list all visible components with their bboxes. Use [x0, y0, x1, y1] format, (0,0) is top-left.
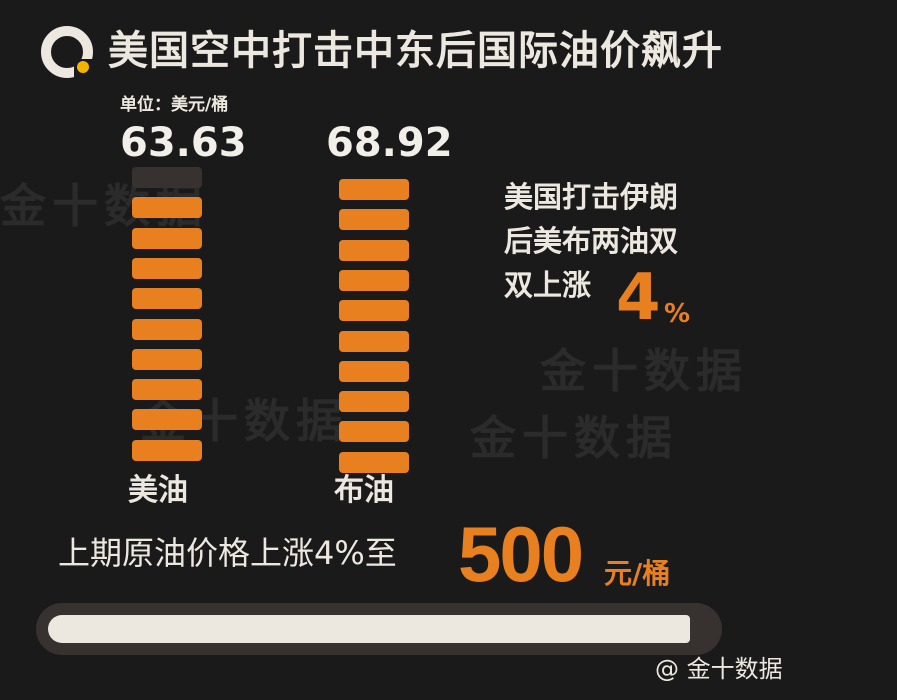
watermark: 金十数据 [540, 344, 748, 398]
page-title: 美国空中打击中东后国际油价飙升 [108, 28, 723, 74]
annotation-percent: % [664, 299, 691, 329]
annotation: 美国打击伊朗 后美布两油双 双上涨 [504, 175, 678, 307]
annotation-line: 后美布两油双 [504, 224, 679, 258]
bar-segment [132, 409, 202, 431]
bar-segment [132, 257, 202, 279]
bar-segment [132, 167, 202, 188]
bar-segment [339, 360, 409, 382]
watermark: 金十数据 [470, 411, 678, 465]
credit: @ 金十数据 [655, 655, 783, 683]
annotation-number: 4 [616, 261, 661, 335]
logo-icon [41, 26, 98, 83]
progress-bar [36, 603, 722, 655]
bar-segment [339, 239, 409, 261]
bar-segment [132, 348, 202, 370]
bar-segment [132, 227, 202, 249]
progress-fill [48, 615, 691, 643]
annotation-line: 双上涨 [504, 268, 592, 302]
bar-segment [339, 451, 409, 473]
bar-segment [132, 439, 202, 461]
bar-segment [339, 209, 409, 231]
bar-segment [339, 300, 409, 322]
annotation-line: 美国打击伊朗 [504, 180, 679, 214]
category-label-brent: 布油 [334, 473, 394, 508]
value-label-wti: 63.63 [120, 120, 247, 166]
value-label-brent: 68.92 [326, 120, 453, 166]
bar-segment [339, 391, 409, 413]
big-value: 500 [458, 510, 584, 598]
bar-segment [339, 421, 409, 443]
bar-segment [132, 379, 202, 401]
big-value-unit: 元/桶 [604, 557, 671, 590]
bar-segment [132, 318, 202, 340]
category-label-wti: 美油 [128, 473, 188, 508]
bar-segment [339, 330, 409, 352]
bar-segment [132, 288, 202, 310]
bar-segment [132, 197, 202, 219]
unit-label: 单位：美元/桶 [120, 95, 229, 115]
bar-segment [339, 179, 409, 200]
bar-segment [339, 269, 409, 291]
bottom-caption: 上期原油价格上涨4%至 [58, 534, 397, 572]
